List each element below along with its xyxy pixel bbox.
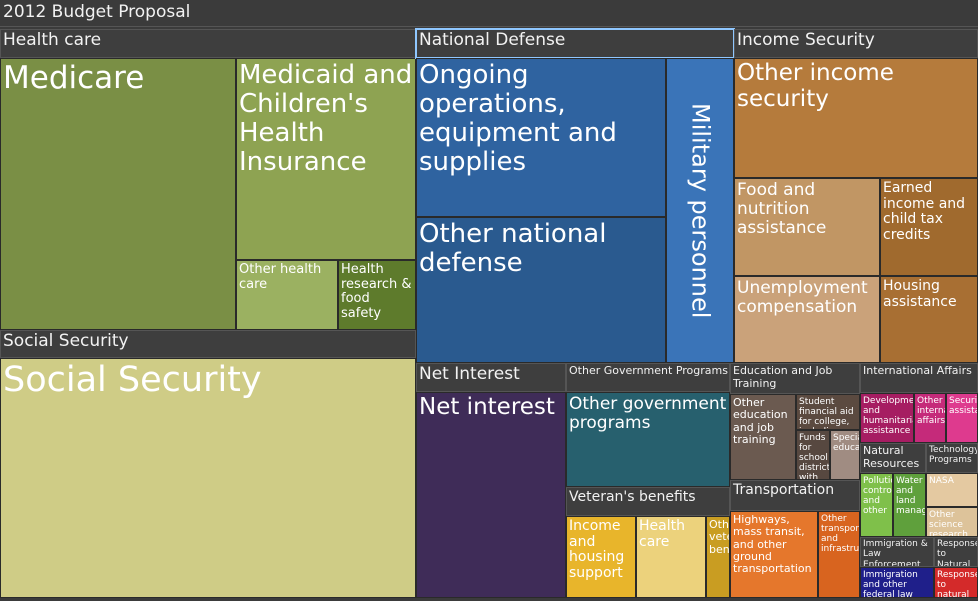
tile-other-health-care[interactable]: Other health care <box>236 260 338 330</box>
group-header-social-security[interactable]: Social Security <box>0 330 416 358</box>
tile-pollution-control[interactable]: Pollution control and other <box>860 473 893 537</box>
tile-student-financial-aid[interactable]: Student financial aid for college, inclu… <box>796 394 860 430</box>
group-header-technology[interactable]: Technology Programs <box>926 443 978 473</box>
tile-development-assistance[interactable]: Development and humanitarian assistance <box>860 393 914 443</box>
tile-net-interest[interactable]: Net interest <box>416 392 566 598</box>
group-header-other-government[interactable]: Other Government Programs <box>566 363 730 392</box>
group-header-veterans[interactable]: Veteran's benefits <box>566 487 730 516</box>
group-header-natural-disasters[interactable]: Response to Natural Disasters <box>934 537 978 567</box>
tile-food-nutrition[interactable]: Food and nutrition assistance <box>734 178 880 276</box>
group-header-transportation[interactable]: Transportation <box>730 480 860 511</box>
tile-ongoing-operations[interactable]: Ongoing operations, equipment and suppli… <box>416 58 666 217</box>
tile-immigration-enforcement[interactable]: Immigration and other federal law enforc… <box>860 567 934 598</box>
tile-veterans-health-care[interactable]: Health care <box>636 516 706 598</box>
tile-health-research[interactable]: Health research & food safety <box>338 260 416 330</box>
tile-nasa[interactable]: NASA <box>926 473 978 507</box>
group-header-income-security[interactable]: Income Security <box>734 29 978 58</box>
tile-other-science[interactable]: Other science research <box>926 507 978 537</box>
group-header-national-defense[interactable]: National Defense <box>415 28 735 59</box>
tile-other-income-security[interactable]: Other income security <box>734 58 978 178</box>
tile-other-transportation[interactable]: Other transportation and infrastructure <box>818 511 860 598</box>
tile-military-personnel[interactable]: Military personnel <box>666 58 734 363</box>
tile-social-security[interactable]: Social Security <box>0 358 416 598</box>
tile-other-national-defense[interactable]: Other national defense <box>416 217 666 363</box>
tile-medicare[interactable]: Medicare <box>0 58 236 330</box>
tile-highways-transit[interactable]: Highways, mass transit, and other ground… <box>730 511 818 598</box>
tile-medicaid[interactable]: Medicaid and Children's Health Insurance <box>236 58 416 260</box>
tile-earned-income[interactable]: Earned income and child tax credits <box>880 178 978 276</box>
group-header-net-interest[interactable]: Net Interest <box>416 363 566 392</box>
tile-veterans-other[interactable]: Other veterans benefits <box>706 516 730 598</box>
tile-special-education[interactable]: Special education <box>830 430 860 480</box>
tile-unemployment[interactable]: Unemployment compensation <box>734 276 880 363</box>
tile-other-international[interactable]: Other international affairs <box>914 393 946 443</box>
tile-education-other[interactable]: Other education and job training <box>730 394 796 480</box>
chart-title[interactable]: 2012 Budget Proposal <box>0 0 978 27</box>
tile-veterans-income-housing[interactable]: Income and housing support <box>566 516 636 598</box>
group-header-international[interactable]: International Affairs <box>860 363 978 393</box>
tile-natural-disasters[interactable]: Response to natural disasters <box>934 567 978 598</box>
tile-military-personnel-label: Military personnel <box>686 102 715 319</box>
tile-water-land-management[interactable]: Water and land management <box>893 473 926 537</box>
tile-security-assistance[interactable]: Security assistance <box>946 393 978 443</box>
group-header-health-care[interactable]: Health care <box>0 29 416 58</box>
tile-housing-assistance[interactable]: Housing assistance <box>880 276 978 363</box>
tile-other-government-programs[interactable]: Other government programs <box>566 392 730 487</box>
group-header-immigration[interactable]: Immigration & Law Enforcement <box>860 537 934 567</box>
group-header-natural-resources[interactable]: Natural Resources <box>860 443 926 473</box>
group-header-education[interactable]: Education and Job Training <box>730 363 860 394</box>
tile-school-district-funds[interactable]: Funds for school districts with low-inco… <box>796 430 830 480</box>
